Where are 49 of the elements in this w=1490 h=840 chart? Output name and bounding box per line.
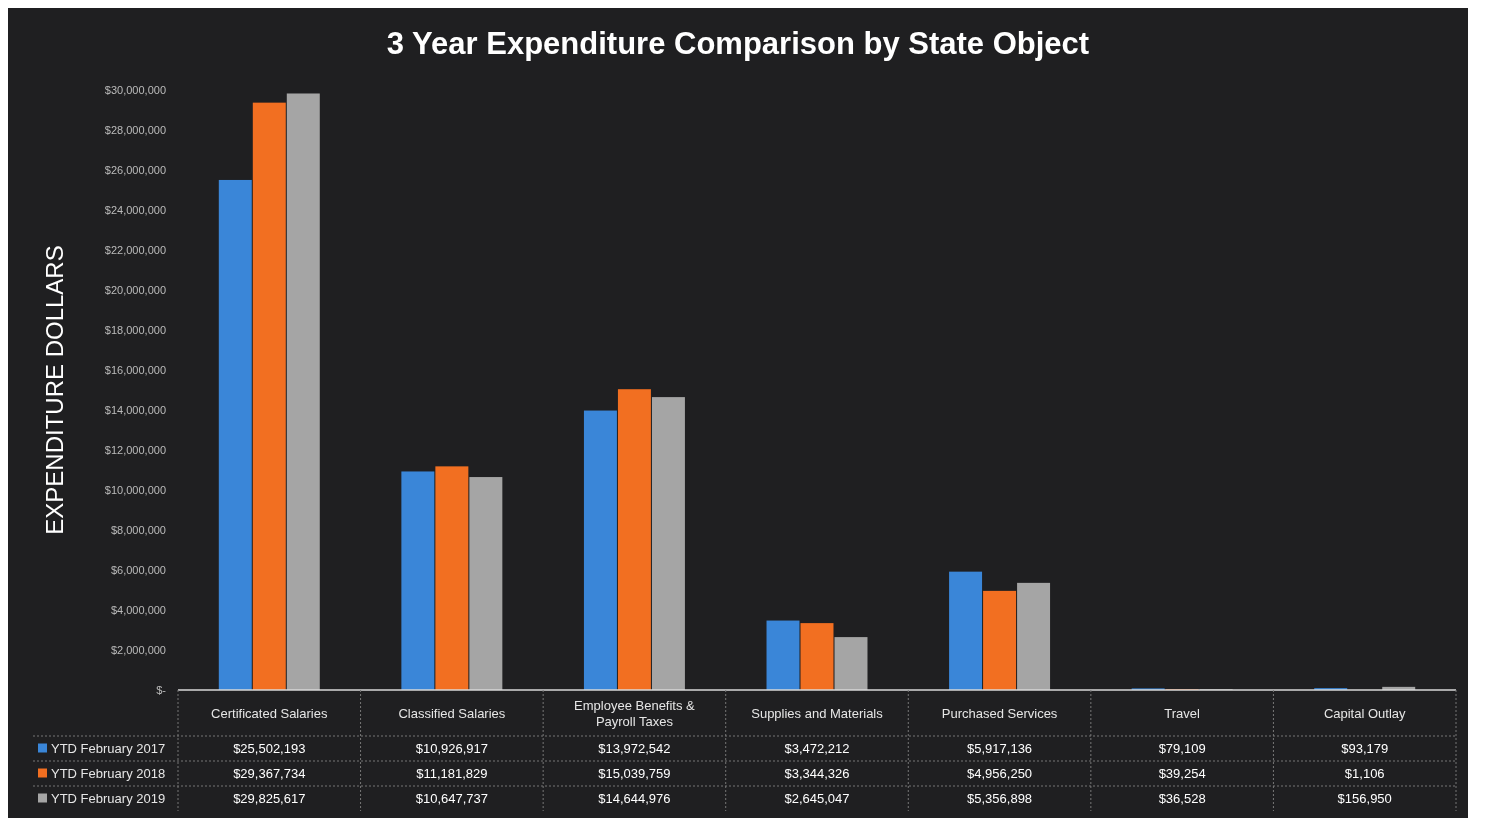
data-label: $3,344,326 xyxy=(784,766,850,782)
y-tick-label: $26,000,000 xyxy=(104,163,166,176)
data-label: $156,950 xyxy=(1337,791,1392,807)
x-tick-label: Certificated Salaries xyxy=(211,705,328,721)
data-label: $4,956,250 xyxy=(967,766,1033,782)
x-tick-label: Capital Outlay xyxy=(1323,705,1407,721)
data-label: $15,039,759 xyxy=(598,766,671,782)
y-tick-label: $28,000,000 xyxy=(104,123,166,136)
y-tick-label: $14,000,000 xyxy=(104,403,166,416)
chart-title: 3 Year Expenditure Comparison by State Object xyxy=(386,26,1090,61)
y-tick-label: $24,000,000 xyxy=(104,203,166,216)
data-label: $1,106 xyxy=(1344,766,1385,782)
data-label: $36,528 xyxy=(1158,791,1206,807)
y-tick-label: $6,000,000 xyxy=(110,563,166,576)
x-tick-label: Classified Salaries xyxy=(398,705,506,721)
y-tick-label: $22,000,000 xyxy=(104,243,166,256)
y-tick-label: $- xyxy=(156,683,167,696)
legend-label: YTD February 2018 xyxy=(51,766,166,782)
y-tick-label: $4,000,000 xyxy=(110,603,166,616)
y-axis-title: EXPENDITURE DOLLARS xyxy=(41,245,68,535)
data-label: $39,254 xyxy=(1158,766,1206,782)
data-label: $79,109 xyxy=(1158,741,1206,757)
data-label: $5,917,136 xyxy=(967,741,1033,757)
y-tick-label: $16,000,000 xyxy=(104,363,166,376)
data-label: $11,181,829 xyxy=(416,766,488,782)
data-label: $3,472,212 xyxy=(784,741,850,757)
data-label: $5,356,898 xyxy=(967,791,1033,807)
data-label: $93,179 xyxy=(1341,741,1389,757)
data-label: $25,502,193 xyxy=(233,741,306,757)
legend-label: YTD February 2019 xyxy=(51,791,166,807)
data-label: $10,647,737 xyxy=(415,791,489,807)
data-label: $29,367,734 xyxy=(233,766,306,782)
y-tick-label: $2,000,000 xyxy=(110,643,166,656)
y-tick-label: $30,000,000 xyxy=(104,83,166,96)
data-label: $10,926,917 xyxy=(415,741,489,757)
data-label: $2,645,047 xyxy=(784,791,850,807)
y-tick-label: $12,000,000 xyxy=(104,443,166,456)
x-tick-label: Travel xyxy=(1164,705,1201,721)
x-tick-label: Employee Benefits & Payroll Taxes xyxy=(574,697,696,729)
y-tick-label: $20,000,000 xyxy=(104,283,166,296)
data-label: $13,972,542 xyxy=(598,741,671,757)
data-label: $14,644,976 xyxy=(598,791,671,807)
x-tick-label: Supplies and Materials xyxy=(751,705,884,721)
y-tick-label: $18,000,000 xyxy=(104,323,166,336)
x-tick-label: Purchased Services xyxy=(941,705,1058,721)
y-tick-label: $8,000,000 xyxy=(110,523,166,536)
data-label: $29,825,617 xyxy=(233,791,306,807)
legend-label: YTD February 2017 xyxy=(51,741,166,757)
y-tick-label: $10,000,000 xyxy=(104,483,166,496)
